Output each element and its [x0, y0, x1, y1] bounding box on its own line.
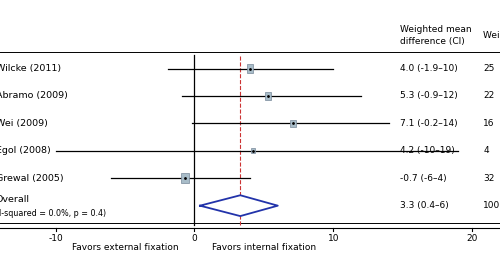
Text: 10: 10: [328, 234, 339, 243]
Bar: [246, 64, 254, 73]
Text: 25: 25: [484, 64, 494, 73]
Text: 4.2 (-10–19): 4.2 (-10–19): [400, 146, 455, 155]
Text: Grewal (2005): Grewal (2005): [0, 174, 64, 183]
Bar: [181, 173, 188, 183]
Text: 0: 0: [192, 234, 198, 243]
Text: 100: 100: [484, 201, 500, 210]
Polygon shape: [200, 195, 278, 216]
Bar: [251, 148, 254, 153]
Text: 7.1 (-0.2–14): 7.1 (-0.2–14): [400, 119, 458, 128]
Text: difference (CI): difference (CI): [400, 37, 465, 46]
Text: -0.7 (-6–4): -0.7 (-6–4): [400, 174, 446, 183]
Text: 3.3 (0.4–6): 3.3 (0.4–6): [400, 201, 449, 210]
Text: -10: -10: [48, 234, 63, 243]
Text: 20: 20: [466, 234, 478, 243]
Text: Weighted mean: Weighted mean: [400, 24, 471, 34]
Bar: [290, 120, 296, 127]
Text: Weight (%): Weight (%): [484, 31, 500, 40]
Text: 4.0 (-1.9–10): 4.0 (-1.9–10): [400, 64, 458, 73]
Text: 4: 4: [484, 146, 489, 155]
Text: Egol (2008): Egol (2008): [0, 146, 50, 155]
Bar: [265, 92, 271, 100]
Text: Abramo (2009): Abramo (2009): [0, 92, 68, 101]
Text: Wei (2009): Wei (2009): [0, 119, 48, 128]
Text: Favors internal fixation: Favors internal fixation: [212, 243, 316, 252]
Text: 5.3 (-0.9–12): 5.3 (-0.9–12): [400, 92, 458, 101]
Text: Favors external fixation: Favors external fixation: [72, 243, 178, 252]
Text: Wilcke (2011): Wilcke (2011): [0, 64, 61, 73]
Text: 22: 22: [484, 92, 494, 101]
Text: 32: 32: [484, 174, 494, 183]
Text: 16: 16: [484, 119, 495, 128]
Text: Overall: Overall: [0, 195, 30, 204]
Text: (I-squared = 0.0%, p = 0.4): (I-squared = 0.0%, p = 0.4): [0, 209, 106, 218]
